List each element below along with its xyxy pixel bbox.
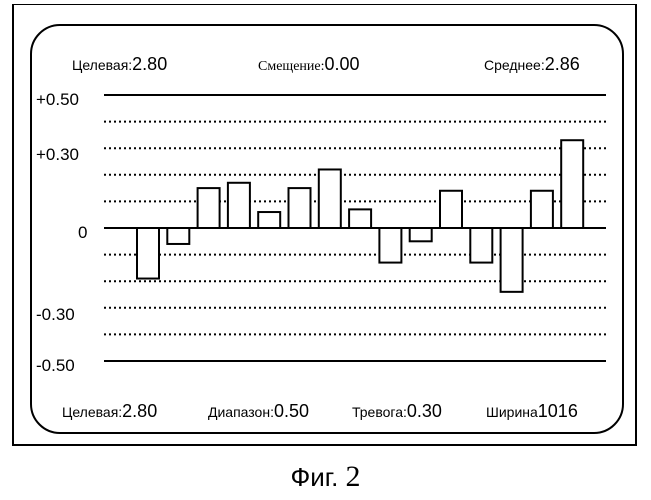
footer-target-value: 2.80 <box>122 401 157 421</box>
chart-bar <box>561 140 583 228</box>
chart-bar <box>228 183 250 228</box>
footer-alarm: Тревога:0.30 <box>352 402 442 421</box>
chart-bar <box>440 191 462 228</box>
caption-prefix: Фиг. <box>290 462 338 492</box>
chart-bar <box>258 212 280 228</box>
chart-bar <box>319 169 341 228</box>
chart-bar <box>410 228 432 241</box>
footer-range-label: Диапазон: <box>208 404 274 420</box>
caption-number: 2 <box>346 460 361 493</box>
chart-bar <box>289 188 311 228</box>
chart-bar <box>470 228 492 263</box>
chart-bar <box>531 191 553 228</box>
footer-target: Целевая:2.80 <box>62 402 157 421</box>
footer-width-value: 1016 <box>538 401 578 421</box>
chart-bar <box>379 228 401 263</box>
footer-alarm-label: Тревога: <box>352 404 407 420</box>
chart-bar <box>349 209 371 228</box>
footer-range-value: 0.50 <box>274 401 309 421</box>
figure-caption: Фиг. 2 <box>0 462 651 492</box>
chart-bar <box>198 188 220 228</box>
footer-range: Диапазон:0.50 <box>208 402 309 421</box>
chart-bar <box>167 228 189 244</box>
chart-bar <box>137 228 159 279</box>
chart-bar <box>501 228 523 292</box>
footer-width: Ширина1016 <box>486 402 578 421</box>
footer-alarm-value: 0.30 <box>407 401 442 421</box>
footer-width-label: Ширина <box>486 404 538 420</box>
footer-target-label: Целевая: <box>62 404 122 420</box>
